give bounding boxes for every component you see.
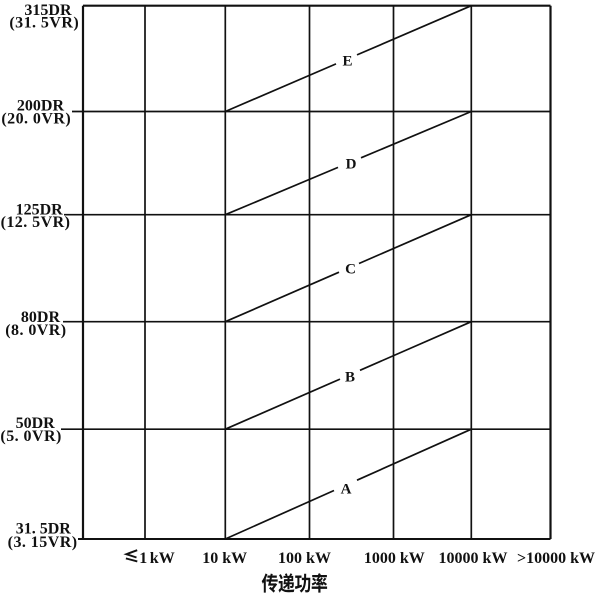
svg-text:10000 kW: 10000 kW xyxy=(439,550,508,567)
svg-text:50DR: 50DR xyxy=(16,415,56,432)
svg-text:(31. 5VR): (31. 5VR) xyxy=(9,15,79,32)
svg-text:(5. 0VR): (5. 0VR) xyxy=(0,428,61,445)
svg-text:A: A xyxy=(341,481,352,497)
svg-text:(8. 0VR): (8. 0VR) xyxy=(5,322,66,339)
svg-text:1000 kW: 1000 kW xyxy=(364,550,425,567)
svg-text:100 kW: 100 kW xyxy=(278,550,331,567)
svg-text:B: B xyxy=(345,369,355,385)
svg-text:10 kW: 10 kW xyxy=(202,550,247,567)
svg-text:80DR: 80DR xyxy=(21,309,61,326)
svg-text:(20. 0VR): (20. 0VR) xyxy=(1,110,71,127)
svg-text:C: C xyxy=(345,261,356,277)
svg-text:200DR: 200DR xyxy=(17,98,65,115)
svg-text:E: E xyxy=(342,53,352,69)
svg-text:>10000 kW: >10000 kW xyxy=(517,550,595,567)
svg-text:(3. 15VR): (3. 15VR) xyxy=(8,534,78,551)
svg-text:1: 1 xyxy=(139,550,147,567)
svg-text:kW: kW xyxy=(150,550,175,567)
svg-text:31. 5DR: 31. 5DR xyxy=(16,520,72,537)
svg-text:(12. 5VR): (12. 5VR) xyxy=(1,214,71,231)
svg-text:D: D xyxy=(346,157,357,173)
svg-text:125DR: 125DR xyxy=(16,201,64,218)
svg-text:315DR: 315DR xyxy=(24,2,72,19)
